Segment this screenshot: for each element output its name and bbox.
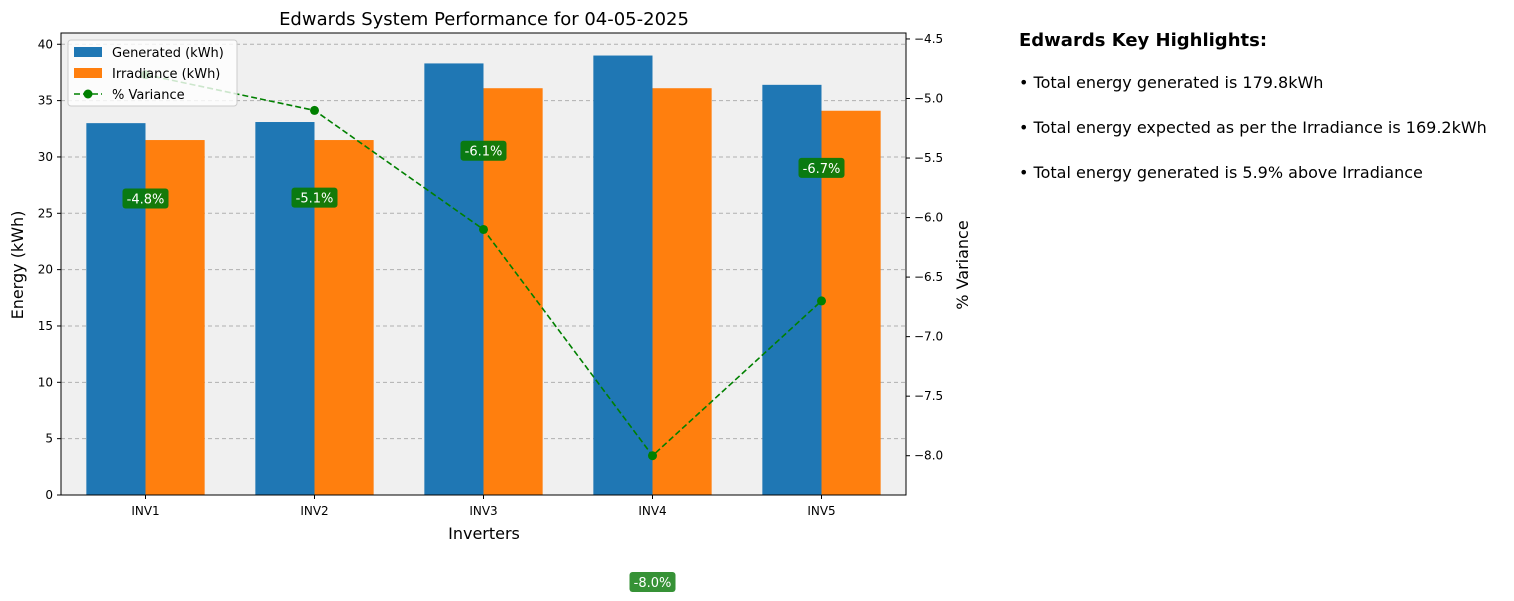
highlights-title: Edwards Key Highlights: <box>1019 30 1268 51</box>
legend-marker <box>83 89 93 99</box>
generated-bar <box>762 84 822 496</box>
y2-tick-label: −7.5 <box>914 389 943 403</box>
variance-point <box>648 451 657 461</box>
y2-tick-label: −8.0 <box>914 449 943 463</box>
variance-label-box <box>291 187 338 208</box>
variance-label: -8.0% <box>634 576 672 591</box>
y2-axis-label: % Variance <box>953 220 972 309</box>
y-tick-label: 15 <box>38 319 53 333</box>
y2-tick-label: −6.0 <box>914 211 943 225</box>
variance-label: -4.8% <box>127 193 165 208</box>
y-tick-label: 0 <box>45 488 53 502</box>
y2-tick-label: −6.5 <box>914 270 943 284</box>
legend-box <box>67 39 238 107</box>
y2-tick-label: −5.0 <box>914 91 943 105</box>
highlight-item: • Total energy generated is 179.8kWh <box>1019 73 1324 92</box>
y-axis-label: Energy (kWh) <box>8 211 27 320</box>
y2-tick-label: −7.0 <box>914 330 943 344</box>
performance-chart: Edwards System Performance for 04-05-202… <box>8 9 972 592</box>
y-tick-label: 5 <box>45 432 53 446</box>
variance-label-box <box>460 140 507 161</box>
x-tick-label: INV3 <box>469 504 497 518</box>
legend-label: Generated (kWh) <box>112 46 224 61</box>
legend-label: Irradiance (kWh) <box>112 67 220 82</box>
variance-point <box>817 296 826 306</box>
variance-label: -6.7% <box>803 162 841 177</box>
generated-bar <box>86 123 146 496</box>
legend-swatch <box>74 47 102 57</box>
variance-point <box>479 224 488 234</box>
generated-bar <box>593 55 653 495</box>
variance-label: -6.1% <box>465 145 503 160</box>
y-tick-label: 40 <box>38 37 53 51</box>
y-tick-label: 20 <box>38 263 53 277</box>
legend-swatch <box>74 68 102 78</box>
irradiance-bar <box>652 88 712 496</box>
variance-label-box <box>798 157 845 178</box>
y-tick-label: 35 <box>38 94 53 108</box>
x-tick-label: INV2 <box>300 504 328 518</box>
y2-tick-label: −4.5 <box>914 32 943 46</box>
variance-label-box <box>122 188 169 209</box>
y-tick-label: 25 <box>38 206 53 220</box>
key-highlights-panel: Edwards Key Highlights: • Total energy g… <box>1019 30 1509 208</box>
highlight-item: • Total energy generated is 5.9% above I… <box>1019 163 1423 182</box>
legend-label: % Variance <box>112 88 185 103</box>
x-tick-label: INV4 <box>638 504 666 518</box>
highlight-item: • Total energy expected as per the Irrad… <box>1019 118 1487 137</box>
generated-bar <box>255 122 315 496</box>
y-tick-label: 10 <box>38 375 53 389</box>
y2-tick-label: −5.5 <box>914 151 943 165</box>
y-tick-label: 30 <box>38 150 53 164</box>
variance-label-box <box>629 572 676 592</box>
variance-label: -5.1% <box>296 192 334 207</box>
x-tick-label: INV1 <box>131 504 159 518</box>
x-axis-label: Inverters <box>448 524 520 543</box>
generated-bar <box>424 63 484 496</box>
variance-point <box>310 105 319 115</box>
chart-title: Edwards System Performance for 04-05-202… <box>279 9 689 30</box>
x-tick-label: INV5 <box>807 504 835 518</box>
